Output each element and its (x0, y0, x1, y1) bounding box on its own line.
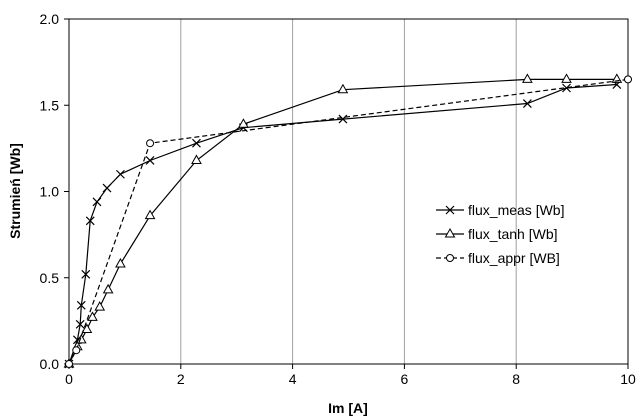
point-x-marker (75, 319, 85, 329)
point-circle-marker (146, 139, 155, 148)
x-tick-label: 6 (401, 371, 409, 387)
point-triangle-marker (102, 283, 114, 294)
point-triangle-marker (81, 323, 93, 333)
point-triangle-marker (144, 209, 156, 220)
axis-ticks: 0 2 4 6 8 10 0.0 0.5 1.0 1.5 2.0 (40, 11, 636, 387)
point-triangle-marker (94, 301, 106, 311)
x-tick-label: 8 (512, 371, 520, 387)
point-triangle-marker (191, 154, 202, 164)
series-layer (63, 73, 632, 369)
point-triangle-marker (522, 73, 533, 83)
y-tick-label: 2.0 (40, 11, 60, 27)
point-x-marker (85, 216, 95, 226)
point-circle-marker (72, 346, 81, 355)
series-circle (65, 75, 632, 368)
point-x-marker (102, 183, 112, 193)
legend-entry: flux_tanh [Wb] (436, 226, 558, 242)
y-tick-label: 1.0 (40, 184, 60, 200)
x-tick-label: 2 (177, 371, 185, 387)
point-x-marker (192, 138, 201, 148)
legend: flux_meas [Wb] flux_tanh [Wb] flux_appr [W… (436, 202, 564, 266)
legend-label: flux_appr [WB] (468, 250, 560, 266)
point-x-marker (145, 156, 155, 165)
series-line (68, 83, 617, 365)
x-axis-title: Im [A] (328, 400, 368, 416)
y-tick-label: 0.0 (40, 356, 60, 372)
point-x-marker (92, 197, 102, 207)
point-circle-marker (446, 254, 454, 262)
x-tick-label: 4 (289, 371, 297, 387)
point-triangle-marker (238, 118, 249, 128)
point-triangle-marker (87, 311, 98, 321)
point-circle-marker (624, 75, 632, 84)
legend-entry: flux_appr [WB] (436, 250, 560, 266)
series-x (64, 80, 622, 369)
x-tick-label: 10 (620, 371, 636, 387)
series-line (68, 78, 629, 365)
series-line (68, 78, 617, 365)
point-triangle-marker (444, 227, 456, 238)
grid-lines (180, 19, 517, 364)
point-x-marker (522, 99, 532, 108)
x-tick-label: 0 (65, 371, 73, 387)
point-triangle-marker (337, 83, 349, 94)
point-triangle-marker (115, 257, 126, 268)
point-x-marker (338, 114, 348, 124)
point-x-marker (76, 300, 86, 310)
legend-label: flux_tanh [Wb] (468, 226, 558, 242)
point-circle-marker (65, 360, 73, 368)
y-axis-title: Strumień [Wb] (7, 143, 23, 239)
legend-label: flux_meas [Wb] (468, 202, 564, 218)
y-tick-label: 1.5 (40, 97, 60, 113)
legend-entry: flux_meas [Wb] (436, 202, 564, 218)
plot-area-frame (68, 18, 629, 365)
point-x-marker (445, 205, 455, 215)
point-triangle-marker (561, 73, 572, 83)
point-x-marker (116, 169, 125, 179)
y-tick-label: 0.5 (40, 270, 60, 286)
point-x-marker (81, 269, 91, 279)
point-x-marker (562, 83, 571, 93)
